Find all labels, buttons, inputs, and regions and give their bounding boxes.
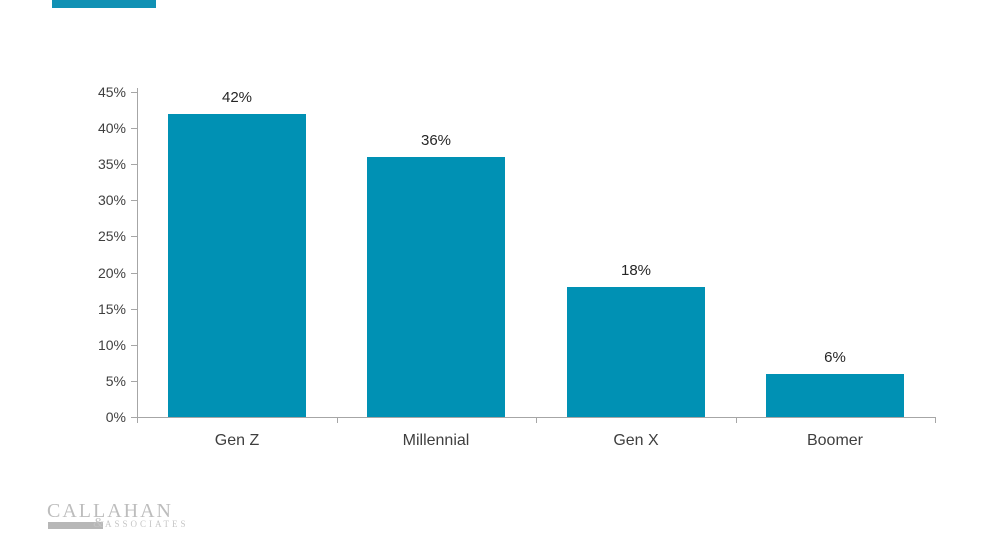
y-tick xyxy=(131,236,137,237)
y-tick xyxy=(131,200,137,201)
x-tick xyxy=(137,417,138,423)
logo-primary-text: CALLAHAN xyxy=(47,500,173,522)
y-tick xyxy=(131,381,137,382)
bar-gen-x xyxy=(567,287,705,417)
y-axis-line xyxy=(137,88,138,417)
y-tick xyxy=(131,309,137,310)
y-tick xyxy=(131,417,137,418)
y-tick xyxy=(131,128,137,129)
category-label-gen-z: Gen Z xyxy=(214,432,260,449)
y-tick-label: 15% xyxy=(97,301,126,317)
category-label-gen-x: Gen X xyxy=(613,432,659,449)
y-tick xyxy=(131,273,137,274)
callahan-logo: CALLAHAN & ASSOCIATES xyxy=(47,501,187,531)
x-tick xyxy=(736,417,737,423)
y-tick-label: 10% xyxy=(97,337,126,353)
y-tick-label: 45% xyxy=(97,84,126,100)
y-tick-label: 35% xyxy=(97,156,126,172)
y-tick-label: 25% xyxy=(97,228,126,244)
y-tick-label: 20% xyxy=(97,265,126,281)
bar-millennial xyxy=(367,157,505,417)
bar-gen-z xyxy=(168,114,306,417)
y-tick xyxy=(131,92,137,93)
category-label-boomer: Boomer xyxy=(806,432,864,449)
bar-value-label-millennial: 36% xyxy=(420,132,452,149)
y-tick-label: 30% xyxy=(97,192,126,208)
logo-ampersand: & xyxy=(93,516,104,531)
top-accent-bar xyxy=(52,0,156,8)
y-tick-label: 0% xyxy=(105,409,126,425)
bar-value-label-gen-x: 18% xyxy=(620,262,652,279)
y-tick xyxy=(131,164,137,165)
y-tick-label: 5% xyxy=(105,373,126,389)
bar-value-label-boomer: 6% xyxy=(824,349,846,366)
x-tick xyxy=(536,417,537,423)
x-tick xyxy=(935,417,936,423)
category-label-millennial: Millennial xyxy=(402,432,470,449)
x-tick xyxy=(337,417,338,423)
logo-underline-bar xyxy=(48,522,103,529)
y-tick-label: 40% xyxy=(97,120,126,136)
logo-second-row: & ASSOCIATES xyxy=(47,516,189,531)
logo-secondary-text: ASSOCIATES xyxy=(105,519,189,529)
y-tick xyxy=(131,345,137,346)
bar-boomer xyxy=(766,374,904,417)
bar-value-label-gen-z: 42% xyxy=(221,89,253,106)
